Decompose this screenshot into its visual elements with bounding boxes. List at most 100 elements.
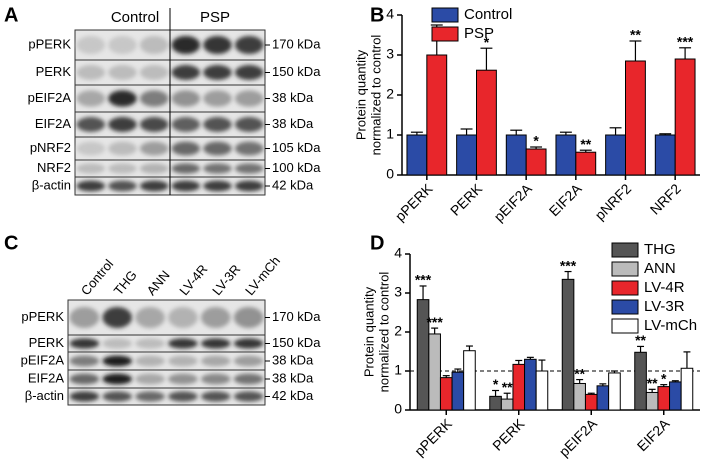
bar [625, 60, 646, 176]
row-label: pNRF2 [30, 140, 71, 155]
group-label: Control [111, 9, 159, 26]
blot-band [203, 117, 232, 132]
x-tick-label: pPERK [411, 415, 455, 459]
blot-band [203, 90, 232, 107]
blot-band [135, 373, 165, 385]
size-label: 38 kDa [272, 370, 314, 385]
blot-band [69, 355, 100, 367]
y-axis-label: normalized to control [376, 272, 391, 393]
bar [505, 134, 527, 176]
blot-band [233, 307, 264, 328]
bar [605, 134, 627, 176]
lane-label: THG [111, 267, 140, 298]
y-axis-label: Protein quantity [353, 49, 368, 140]
blot-band [139, 141, 169, 156]
size-label: 100 kDa [272, 160, 321, 175]
bar [584, 393, 598, 411]
blot-band [171, 65, 201, 80]
blot-band [203, 180, 232, 192]
blot-band [233, 338, 264, 349]
row-label: pPERK [28, 36, 71, 51]
legend-label: LV-3R [644, 298, 685, 315]
blot-band [76, 65, 106, 80]
blot-band [234, 36, 264, 54]
blot-band [102, 338, 133, 349]
blot-band [102, 391, 133, 402]
bar [634, 351, 647, 411]
blot-band [234, 163, 264, 174]
bar [608, 372, 621, 411]
significance: * [661, 370, 667, 386]
blot-band [234, 141, 264, 156]
bar [463, 350, 476, 411]
significance: *** [415, 272, 432, 288]
size-label: 150 kDa [272, 64, 321, 79]
legend-swatch [431, 26, 459, 42]
bar [535, 370, 549, 411]
lane-label: LV-4R [176, 262, 210, 299]
blot-band [139, 163, 169, 174]
blot-band [139, 65, 169, 80]
bar [456, 134, 477, 176]
blot-band [69, 391, 100, 402]
y-axis-label: normalized to control [368, 35, 383, 156]
blot-band [234, 90, 264, 107]
bar [555, 134, 577, 176]
row-label: pEIF2A [21, 352, 65, 367]
y-tick-label: 3 [386, 46, 394, 62]
significance: * [484, 34, 490, 50]
row-label: pPERK [21, 309, 64, 324]
bar [426, 54, 448, 176]
bar [512, 363, 526, 411]
blot-band [171, 141, 201, 156]
blot-band [69, 338, 100, 349]
significance: *** [560, 257, 577, 273]
x-tick-label: pEIF2A [491, 180, 536, 225]
x-tick-label: pPERK [392, 180, 436, 224]
bar [573, 382, 586, 411]
size-label: 105 kDa [272, 140, 321, 155]
legend-swatch [611, 318, 639, 334]
legend-swatch [611, 299, 639, 315]
blot-band [135, 391, 165, 402]
bar [439, 377, 453, 411]
group-label: PSP [200, 9, 230, 26]
bar [451, 371, 465, 411]
bar [654, 134, 676, 176]
panel-label: D [370, 232, 384, 254]
blot-band [233, 391, 264, 402]
lane-label: LV-mCh [242, 253, 283, 298]
blot-band [171, 36, 201, 54]
bar [489, 395, 502, 411]
row-label: EIF2A [35, 116, 71, 131]
size-label: 38 kDa [272, 116, 314, 131]
bar [674, 58, 696, 176]
row-label: β-actin [25, 388, 64, 403]
row-label: β-actin [32, 177, 71, 192]
bar [428, 333, 441, 411]
legend-label: LV-mCh [644, 317, 697, 334]
size-label: 170 kDa [272, 309, 321, 324]
legend-swatch [611, 261, 639, 277]
blot-band [76, 180, 106, 192]
blot-band [234, 65, 264, 80]
blot-band [200, 338, 231, 349]
panel-label: A [4, 4, 18, 26]
legend-label: THG [644, 241, 676, 258]
x-tick-label: EIF2A [546, 180, 585, 219]
blot-band [168, 373, 198, 385]
significance: * [493, 376, 499, 392]
blot-band [135, 355, 165, 367]
y-tick-label: 2 [386, 86, 394, 102]
blot-band [76, 36, 106, 54]
significance: *** [426, 314, 443, 330]
significance: ** [580, 136, 591, 152]
bar [525, 148, 547, 176]
blot-band [233, 355, 264, 367]
significance: ** [574, 365, 585, 381]
blot-band [171, 180, 201, 192]
blot-band [108, 36, 137, 54]
y-tick-label: 4 [386, 6, 394, 22]
blot-band [102, 373, 133, 385]
bar [561, 278, 575, 411]
